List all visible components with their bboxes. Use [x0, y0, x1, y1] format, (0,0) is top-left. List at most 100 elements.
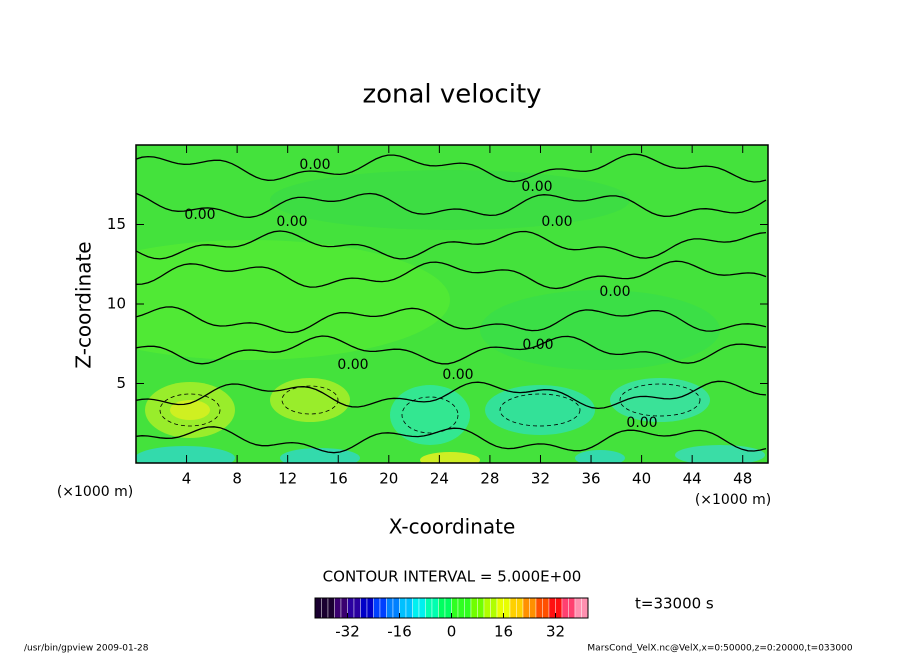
contour-interval: CONTOUR INTERVAL = 5.000E+00 — [323, 568, 582, 586]
colorbar-cell — [522, 597, 530, 619]
y-tick-label: 10 — [107, 295, 126, 313]
colorbar-cell — [509, 597, 517, 619]
field-patch — [480, 290, 720, 370]
x-tick-label: 40 — [632, 470, 651, 488]
y-tick-label: 15 — [107, 215, 126, 233]
x-tick-label: 44 — [683, 470, 702, 488]
colorbar-cell — [405, 597, 413, 619]
field-patch — [136, 446, 235, 463]
contour-label: 0.00 — [299, 157, 330, 173]
colorbar-cell — [451, 597, 459, 619]
colorbar-cell — [483, 597, 491, 619]
colorbar-cell — [464, 597, 472, 619]
colorbar-cell — [516, 597, 524, 619]
y-axis-unit: (×1000 m) — [57, 484, 133, 500]
colorbar-cell — [574, 597, 582, 619]
colorbar-cell — [438, 597, 446, 619]
contour-label: 0.00 — [184, 207, 215, 223]
colorbar-cell — [503, 597, 511, 619]
x-tick-label: 4 — [182, 470, 192, 488]
colorbar-cell — [457, 597, 465, 619]
contour-line — [136, 380, 767, 410]
colorbar-cell — [379, 597, 387, 619]
field-patch — [136, 240, 450, 360]
x-axis-unit: (×1000 m) — [695, 492, 771, 508]
colorbar-tick-label: -16 — [387, 623, 412, 641]
colorbar-cell — [321, 597, 329, 619]
colorbar-cell — [555, 597, 563, 619]
x-tick-label: 24 — [430, 470, 449, 488]
colorbar-cell — [392, 597, 400, 619]
colorbar-cell — [353, 597, 361, 619]
contour-label: 0.00 — [541, 214, 572, 230]
contour-line — [499, 393, 581, 427]
colorbar-cell — [535, 597, 543, 619]
colorbar-tick-label: 16 — [494, 623, 513, 641]
colorbar-tick-label: -32 — [335, 623, 360, 641]
contour-line — [136, 153, 767, 183]
colorbar-tick-label: 32 — [546, 623, 565, 641]
contour-label: 0.00 — [626, 415, 657, 431]
contour-line — [619, 383, 701, 417]
x-axis-label: X-coordinate — [389, 515, 516, 539]
colorbar-cell — [327, 597, 335, 619]
colorbar-cell — [425, 597, 433, 619]
x-tick-label: 36 — [581, 470, 600, 488]
field-patch — [270, 378, 350, 422]
contour-label: 0.00 — [276, 214, 307, 230]
colorbar-cell — [418, 597, 426, 619]
y-tick-label: 5 — [116, 374, 126, 392]
colorbar-cell — [360, 597, 368, 619]
contour-line — [401, 396, 459, 434]
colorbar-cell — [399, 597, 407, 619]
contour-field — [136, 145, 768, 463]
field-patch — [575, 450, 625, 463]
contour-line — [136, 230, 767, 260]
colorbar-cell — [340, 597, 348, 619]
y-axis-label: Z-coordinate — [72, 241, 96, 368]
colorbar-cell — [334, 597, 342, 619]
x-tick-label: 12 — [278, 470, 297, 488]
footer-right: MarsCond_VelX.nc@VelX,x=0:50000,z=0:2000… — [587, 644, 852, 654]
contour-label: 0.00 — [521, 179, 552, 195]
field-patch — [485, 385, 595, 435]
colorbar-cell — [477, 597, 485, 619]
colorbar-cell — [347, 597, 355, 619]
colorbar-cell — [568, 597, 576, 619]
field-patch — [420, 452, 480, 463]
x-tick-label: 28 — [480, 470, 499, 488]
contour-line — [136, 192, 767, 218]
contour-line — [136, 335, 767, 365]
contour-line — [136, 426, 767, 454]
x-tick-label: 32 — [531, 470, 550, 488]
field-patch — [280, 448, 360, 463]
x-tick-label: 16 — [329, 470, 348, 488]
contour-line — [136, 260, 767, 290]
colorbar-cell — [373, 597, 381, 619]
colorbar-cell — [490, 597, 498, 619]
contour-label: 0.00 — [599, 284, 630, 300]
contour-line — [136, 306, 767, 334]
field-patch — [610, 378, 710, 422]
contour-label: 0.00 — [442, 367, 473, 383]
colorbar-cell — [314, 597, 322, 619]
contour-label: 0.00 — [522, 337, 553, 353]
colorbar-cell — [496, 597, 504, 619]
colorbar-cell — [366, 597, 374, 619]
contour-line — [159, 393, 221, 427]
field-patch — [270, 170, 630, 230]
colorbar-cell — [470, 597, 478, 619]
colorbar-tick-label: 0 — [447, 623, 457, 641]
chart-title: zonal velocity — [362, 80, 541, 110]
footer-left: /usr/bin/gpview 2009-01-28 — [24, 644, 149, 654]
contour-line — [281, 385, 339, 415]
x-tick-label: 48 — [733, 470, 752, 488]
colorbar-cell — [444, 597, 452, 619]
colorbar-cell — [529, 597, 537, 619]
x-tick-label: 8 — [232, 470, 242, 488]
colorbar-cell — [542, 597, 550, 619]
x-tick-label: 20 — [379, 470, 398, 488]
contour-label: 0.00 — [337, 357, 368, 373]
colorbar-cell — [581, 597, 589, 619]
